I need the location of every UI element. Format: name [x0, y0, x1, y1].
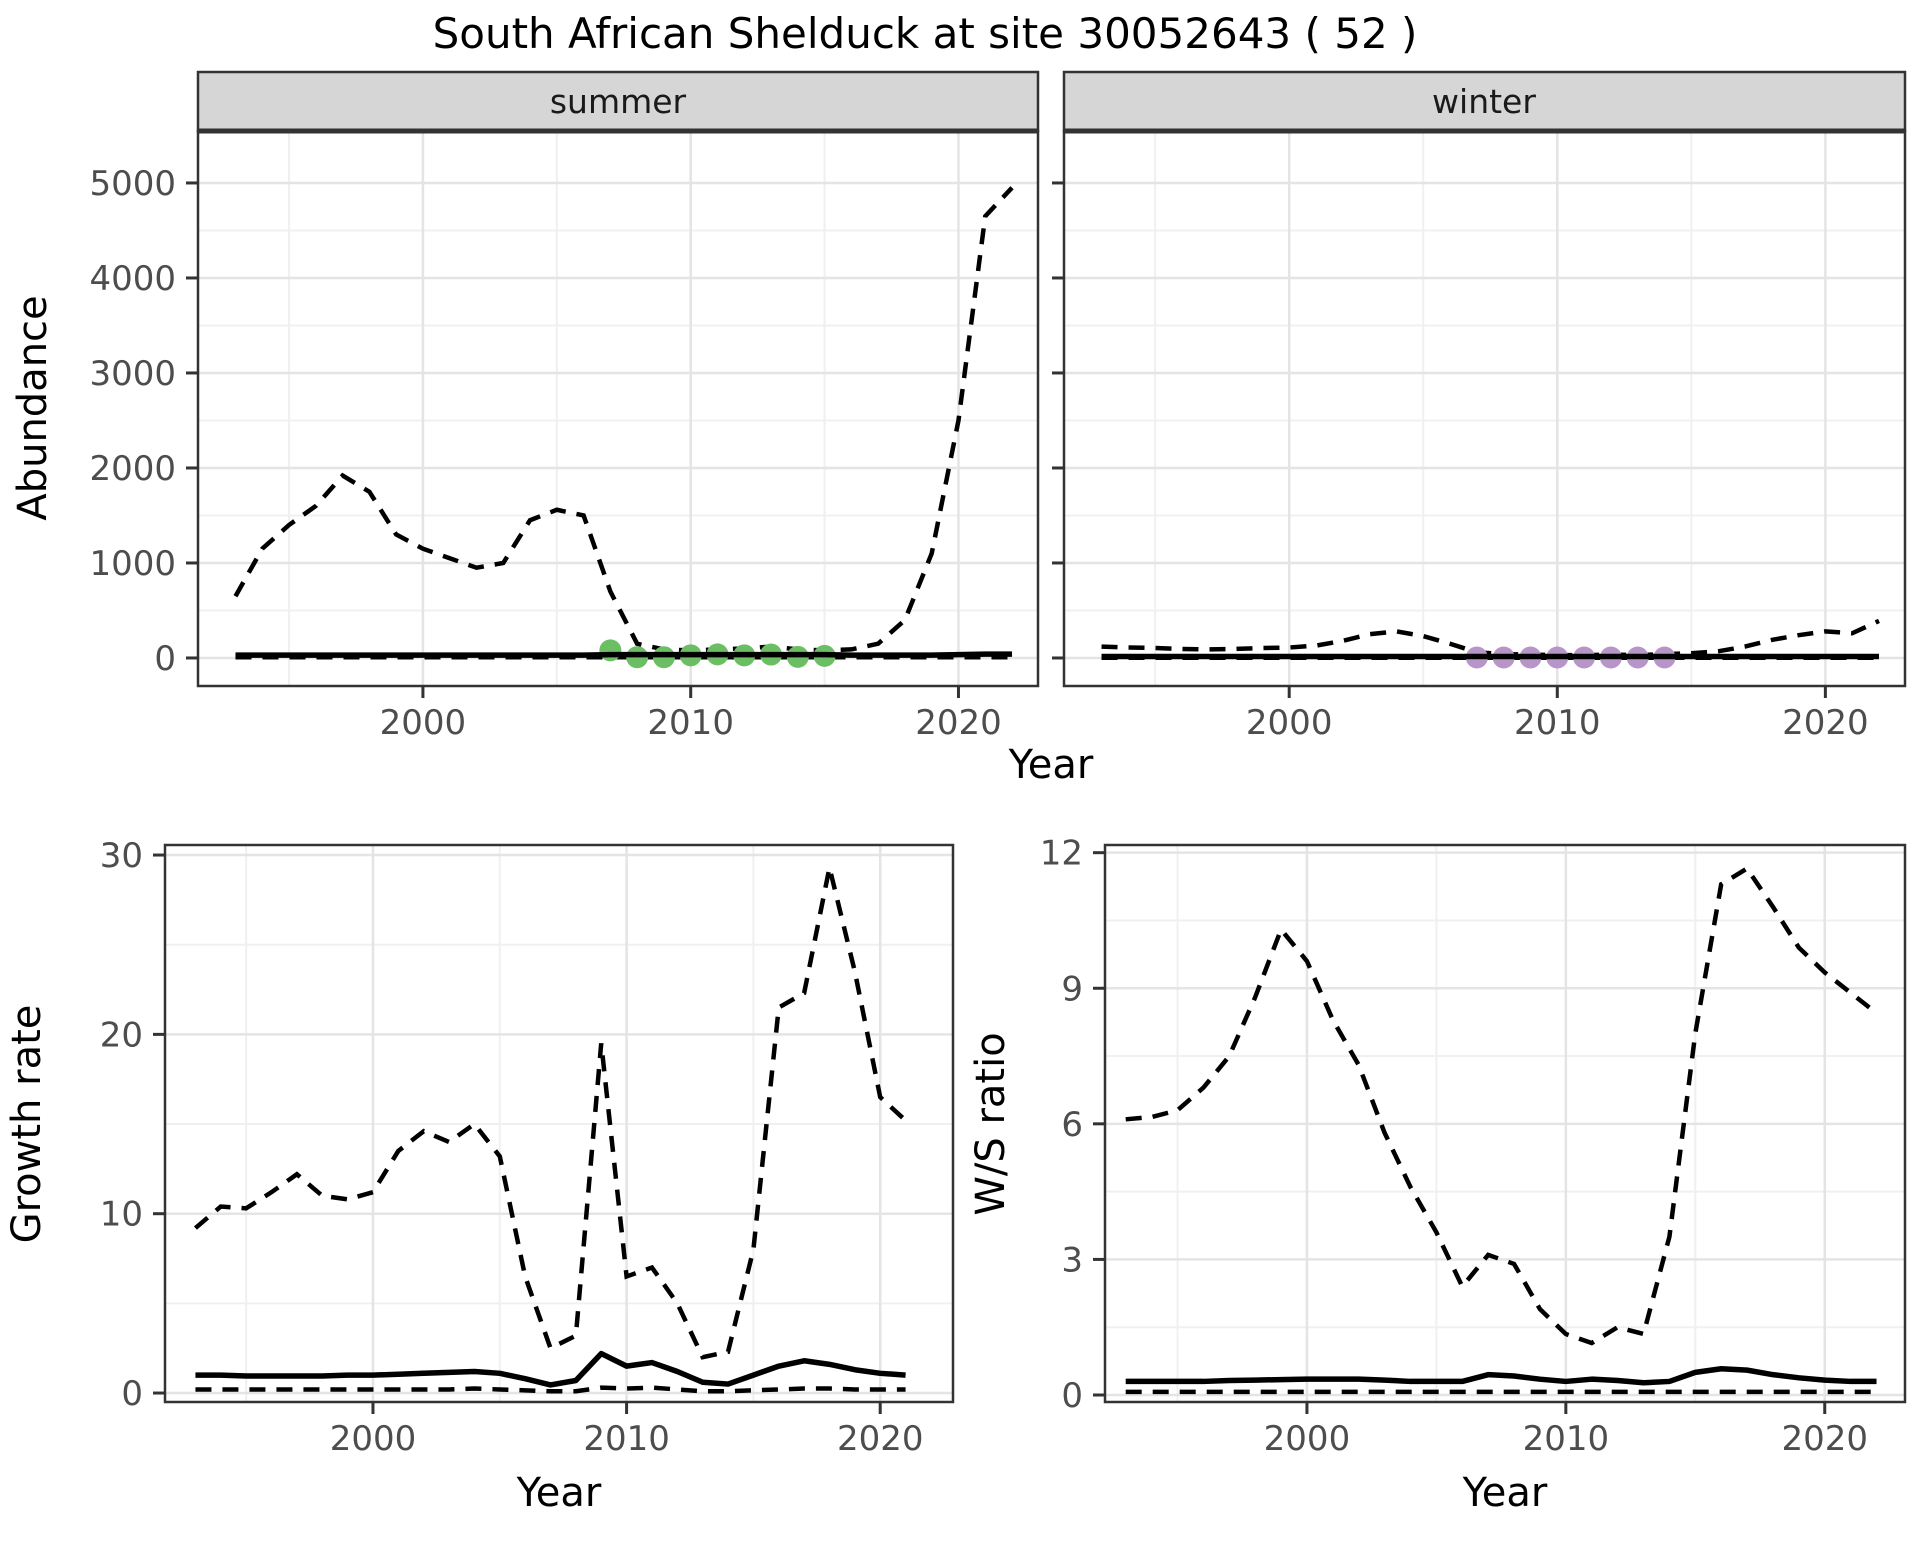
y-axis-tick-label: 3000	[89, 354, 176, 394]
series-line-model_fit	[195, 1350, 906, 1388]
x-axis-tick-label: 2000	[1246, 703, 1333, 743]
facet-strips	[196, 70, 1907, 134]
series-line-model_fit	[235, 651, 1013, 658]
x-axis-tick-label: 2000	[380, 703, 467, 743]
series-line-upper_95ci	[1125, 865, 1878, 1346]
facet-strip	[1062, 70, 1907, 133]
y-axis-tick-label: 3	[1061, 1240, 1083, 1280]
series-line-model_fit	[1125, 1366, 1877, 1386]
x-axis-tick-label: 2010	[1514, 703, 1601, 743]
y-axis-tick-label: 12	[1040, 834, 1083, 874]
panel-border	[1062, 129, 1907, 688]
panel-border	[163, 843, 955, 1404]
x-axis-tick-label: 2020	[915, 703, 1002, 743]
x-axis-tick-label: 2010	[1523, 1419, 1610, 1459]
facet-strip	[196, 70, 1040, 133]
x-axis-tick-label: 2020	[1781, 1419, 1868, 1459]
y-axis-tick-label: 5000	[89, 164, 176, 204]
x-axis-title-year-top: Year	[1008, 742, 1094, 788]
panel-abundance-winter: 2000 2010 2020	[1052, 129, 1907, 743]
y-axis-tick-label: 4000	[89, 259, 176, 299]
panel-ws-ratio: 2000 2010 2020 0 3 6 9 12	[1040, 834, 1907, 1459]
x-axis-tick-label: 2010	[583, 1419, 670, 1459]
x-axis-title-year-bottom-right: Year	[1462, 1470, 1548, 1516]
y-axis-title-abundance: Abundance	[10, 295, 56, 520]
series-line-upper_95ci	[1101, 618, 1880, 658]
y-axis-tick-label: 20	[100, 1015, 143, 1055]
panel-growth-rate: 2000 2010 2020 0 10 20 30	[100, 836, 955, 1459]
y-axis-tick-label: 0	[1061, 1376, 1083, 1416]
facet-strip-label-summer: summer	[550, 82, 687, 121]
y-axis-tick-label: 6	[1061, 1105, 1083, 1145]
series-line-upper_95ci	[233, 186, 1014, 653]
y-axis-tick-label: 0	[154, 639, 176, 679]
y-axis-tick-label: 10	[100, 1195, 143, 1235]
y-axis-title-ws-ratio: W/S ratio	[968, 1032, 1014, 1215]
y-axis-tick-label: 1000	[89, 544, 176, 584]
series-line-upper_95ci	[193, 867, 908, 1360]
data-point-summer_counts	[599, 639, 622, 662]
x-axis-tick-label: 2020	[1782, 703, 1869, 743]
facet-strip-label-winter: winter	[1432, 82, 1536, 121]
x-axis-tick-label: 2000	[1264, 1419, 1351, 1459]
y-axis-title-growth-rate: Growth rate	[4, 1005, 50, 1244]
series-line-lower_95ci	[195, 1385, 906, 1394]
y-axis-tick-label: 9	[1061, 969, 1083, 1009]
x-axis-title-year-bottom-left: Year	[516, 1470, 602, 1516]
y-axis-tick-label: 0	[121, 1374, 143, 1414]
y-axis-tick-label: 30	[100, 836, 143, 876]
x-axis-tick-label: 2000	[330, 1419, 417, 1459]
figure-title: South African Shelduck at site 30052643 …	[433, 9, 1418, 58]
panel-abundance-summer: 2000 2010 2020 0 1000 2000 3000 4000 5000	[89, 129, 1040, 743]
y-axis-tick-label: 2000	[89, 449, 176, 489]
x-axis-tick-label: 2010	[647, 703, 734, 743]
panel-border	[1103, 843, 1907, 1404]
x-axis-tick-label: 2020	[837, 1419, 924, 1459]
